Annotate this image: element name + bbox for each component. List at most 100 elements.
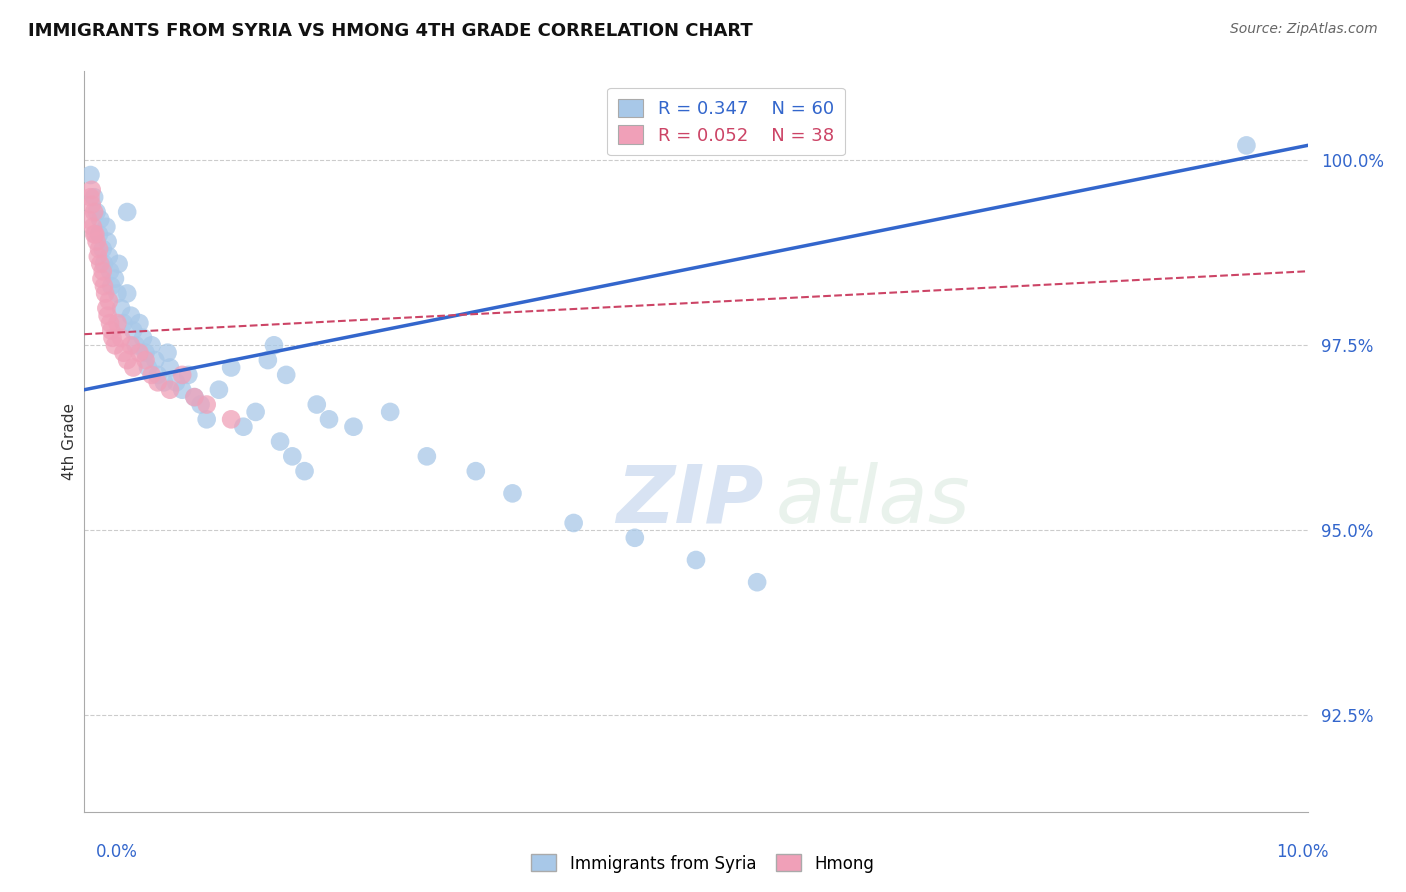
- Point: [79, 190, 101, 204]
- Point: [195, 412, 218, 426]
- Point: [294, 464, 316, 478]
- Point: [87, 250, 110, 264]
- Point: [115, 353, 138, 368]
- Point: [318, 412, 340, 426]
- Point: [156, 345, 179, 359]
- Point: [100, 324, 122, 338]
- Point: [141, 368, 163, 382]
- Point: [132, 331, 155, 345]
- Text: Source: ZipAtlas.com: Source: ZipAtlas.com: [1230, 22, 1378, 37]
- Point: [153, 376, 176, 390]
- Point: [97, 235, 120, 249]
- Point: [159, 383, 181, 397]
- Text: ZIP: ZIP: [616, 462, 763, 540]
- Point: [122, 324, 145, 338]
- Point: [143, 353, 166, 368]
- Point: [98, 316, 121, 330]
- Point: [159, 360, 181, 375]
- Text: atlas: atlas: [776, 462, 970, 540]
- Point: [172, 368, 194, 382]
- Point: [305, 398, 328, 412]
- Point: [502, 486, 524, 500]
- Point: [208, 383, 231, 397]
- Point: [93, 257, 115, 271]
- Point: [190, 398, 212, 412]
- Y-axis label: 4th Grade: 4th Grade: [62, 403, 77, 480]
- Point: [165, 376, 187, 390]
- Point: [135, 345, 157, 359]
- Text: 0.0%: 0.0%: [96, 843, 138, 861]
- Point: [120, 338, 142, 352]
- Point: [1236, 138, 1258, 153]
- Point: [115, 286, 138, 301]
- Point: [177, 368, 200, 382]
- Point: [128, 316, 150, 330]
- Point: [110, 331, 132, 345]
- Point: [86, 205, 108, 219]
- Point: [83, 190, 105, 204]
- Point: [269, 434, 291, 449]
- Point: [276, 368, 298, 382]
- Point: [80, 197, 103, 211]
- Point: [141, 338, 163, 352]
- Point: [219, 412, 242, 426]
- Point: [94, 286, 117, 301]
- Point: [342, 419, 364, 434]
- Point: [83, 205, 105, 219]
- Point: [83, 227, 105, 242]
- Point: [281, 450, 304, 464]
- Point: [107, 257, 129, 271]
- Point: [562, 516, 585, 530]
- Point: [380, 405, 402, 419]
- Point: [96, 219, 118, 234]
- Point: [80, 183, 103, 197]
- Point: [146, 376, 169, 390]
- Point: [96, 301, 118, 316]
- Point: [97, 293, 120, 308]
- Point: [172, 383, 194, 397]
- Point: [464, 464, 486, 478]
- Point: [98, 264, 121, 278]
- Point: [77, 212, 100, 227]
- Point: [685, 553, 707, 567]
- Point: [104, 271, 127, 285]
- Point: [183, 390, 205, 404]
- Point: [416, 450, 439, 464]
- Point: [257, 353, 280, 368]
- Text: 10.0%: 10.0%: [1277, 843, 1329, 861]
- Point: [101, 331, 124, 345]
- Point: [122, 360, 145, 375]
- Point: [263, 338, 285, 352]
- Point: [89, 212, 111, 227]
- Point: [90, 271, 112, 285]
- Point: [91, 242, 114, 256]
- Legend: R = 0.347    N = 60, R = 0.052    N = 38: R = 0.347 N = 60, R = 0.052 N = 38: [607, 87, 845, 155]
- Point: [120, 309, 142, 323]
- Point: [747, 575, 769, 590]
- Point: [125, 338, 148, 352]
- Point: [195, 398, 218, 412]
- Point: [82, 219, 104, 234]
- Point: [79, 168, 101, 182]
- Point: [87, 227, 110, 242]
- Point: [91, 264, 114, 278]
- Point: [219, 360, 242, 375]
- Point: [87, 242, 110, 256]
- Text: IMMIGRANTS FROM SYRIA VS HMONG 4TH GRADE CORRELATION CHART: IMMIGRANTS FROM SYRIA VS HMONG 4TH GRADE…: [28, 22, 752, 40]
- Point: [146, 368, 169, 382]
- Point: [115, 205, 138, 219]
- Point: [93, 279, 115, 293]
- Point: [128, 345, 150, 359]
- Point: [105, 316, 128, 330]
- Point: [183, 390, 205, 404]
- Point: [112, 345, 135, 359]
- Point: [624, 531, 647, 545]
- Point: [136, 360, 159, 375]
- Point: [232, 419, 254, 434]
- Legend: Immigrants from Syria, Hmong: Immigrants from Syria, Hmong: [524, 847, 882, 880]
- Point: [89, 257, 111, 271]
- Point: [104, 338, 127, 352]
- Point: [112, 316, 135, 330]
- Point: [97, 250, 120, 264]
- Point: [105, 286, 128, 301]
